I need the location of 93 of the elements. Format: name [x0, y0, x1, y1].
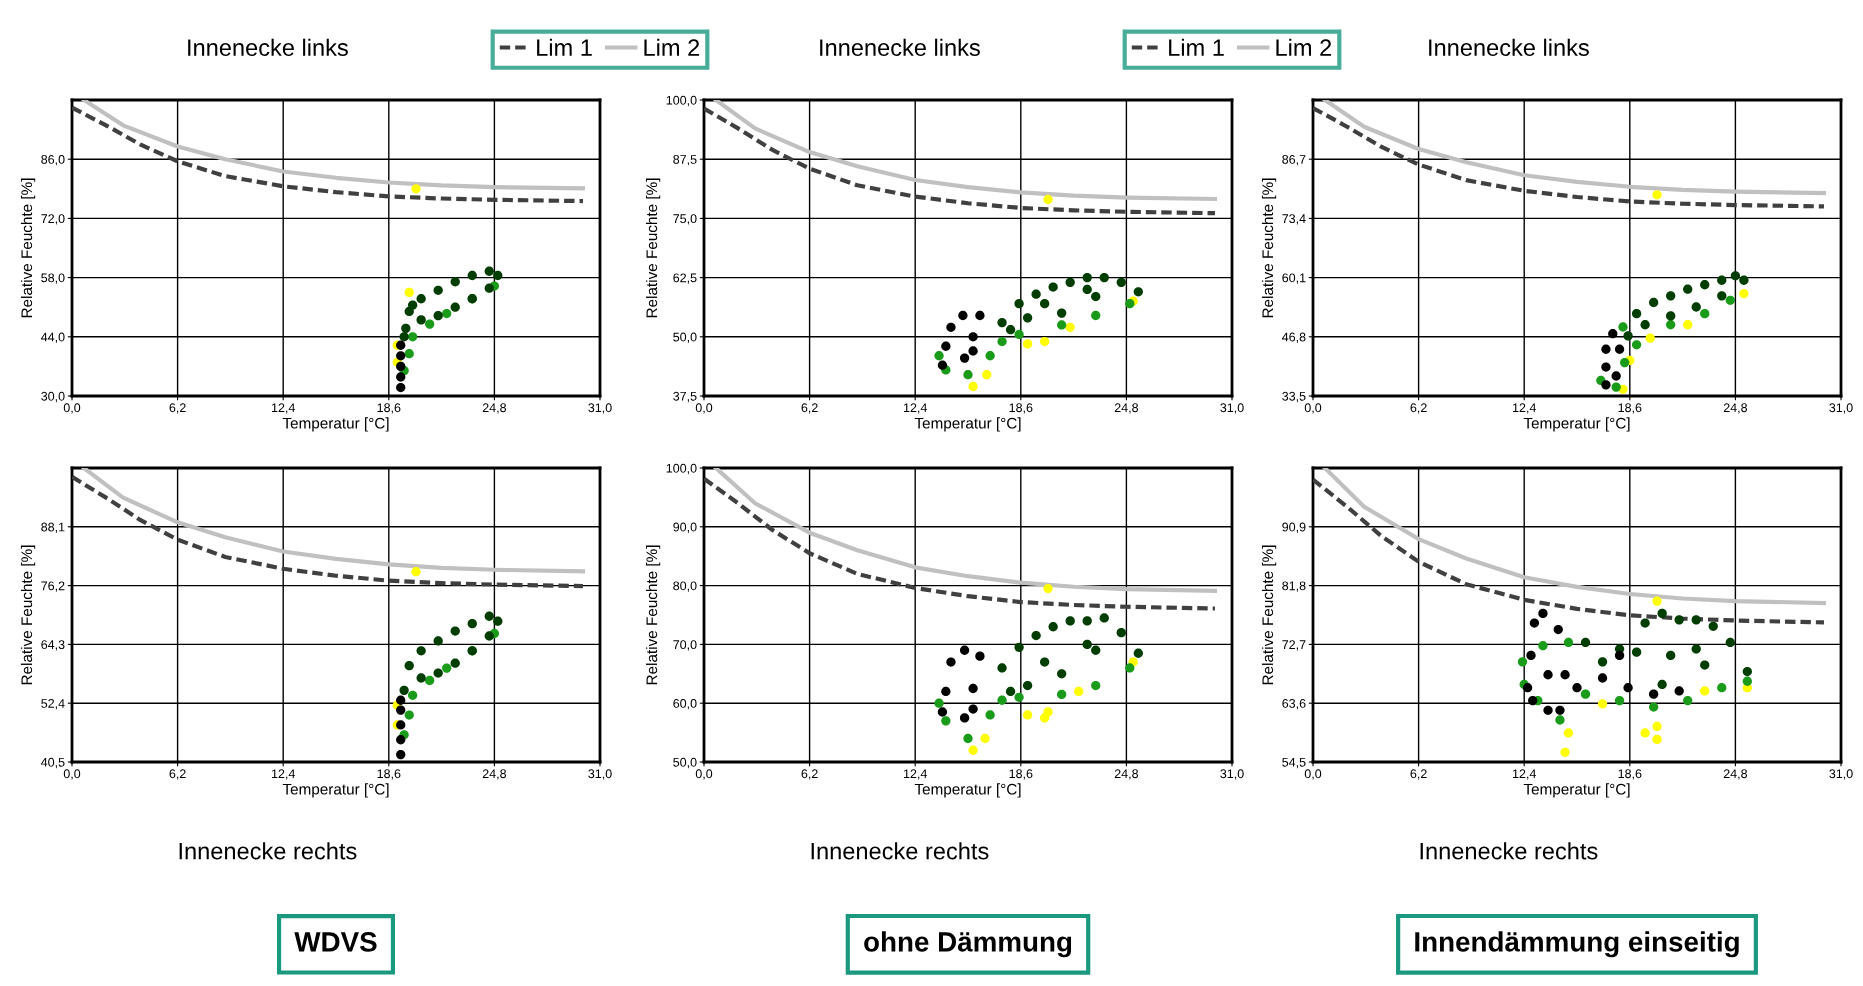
- x-tick-label: 6,2: [1410, 769, 1427, 780]
- y-tick-label: 72,0: [41, 214, 65, 225]
- y-tick-label: 50,0: [673, 757, 697, 769]
- x-axis-title: Temperatur [°C]: [1523, 783, 1630, 798]
- text: Innenecke rechts: [179, 842, 357, 860]
- legend-label: Lim 1: [537, 38, 592, 56]
- legend-label: Lim 2: [644, 38, 700, 56]
- chart-title: Innenecke links: [820, 38, 980, 57]
- text: Innenecke rechts: [1420, 842, 1598, 860]
- y-axis-title: Relative Feuchte [%]: [20, 545, 36, 685]
- y-tick-label: 100,0: [666, 463, 697, 475]
- y-axis-title: Relative Feuchte [%]: [1261, 178, 1277, 318]
- x-tick-label: 24,8: [1723, 403, 1748, 414]
- x-tick-label: 12,4: [271, 769, 295, 780]
- x-tick-label: 18,6: [1618, 769, 1642, 780]
- x-tick-label: 12,4: [903, 769, 927, 780]
- x-tick-label: 24,8: [482, 403, 507, 414]
- y-tick-label: 88,1: [41, 522, 65, 533]
- x-axis-title: Temperatur [°C]: [914, 417, 1021, 432]
- x-tick-label: 18,6: [1009, 403, 1033, 414]
- y-tick-label: 58,0: [41, 273, 65, 284]
- legend-label: Lim 1: [1169, 38, 1224, 56]
- x-tick-label: 6,2: [801, 769, 818, 780]
- y-tick-label: 62,5: [673, 273, 697, 284]
- y-tick-label: 75,0: [673, 214, 697, 225]
- y-axis-title: Relative Feuchte [%]: [1261, 545, 1277, 685]
- x-tick-label: 0,0: [1304, 769, 1322, 780]
- y-tick-label: 87,5: [673, 155, 697, 166]
- x-tick-label: 18,6: [377, 403, 401, 414]
- y-tick-label: 86,7: [1282, 155, 1306, 166]
- y-tick-label: 33,5: [1282, 391, 1306, 403]
- x-tick-label: 6,2: [169, 403, 186, 414]
- y-tick-label: 44,0: [41, 332, 65, 343]
- x-tick-label: 12,4: [1512, 403, 1536, 414]
- y-tick-label: 73,4: [1282, 214, 1306, 225]
- y-tick-label: 46,8: [1282, 332, 1306, 343]
- x-tick-label: 6,2: [169, 769, 186, 780]
- x-tick-label: 0,0: [63, 403, 81, 414]
- y-tick-label: 60,1: [1282, 273, 1306, 284]
- x-tick-label: 12,4: [271, 403, 295, 414]
- text: WDVS: [294, 932, 377, 952]
- x-tick-label: 31,0: [1829, 769, 1853, 780]
- y-tick-label: 30,0: [41, 391, 65, 403]
- x-tick-label: 31,0: [1829, 403, 1853, 414]
- y-tick-label: 90,9: [1282, 522, 1306, 533]
- y-tick-label: 40,5: [41, 757, 65, 769]
- y-tick-label: 63,6: [1282, 699, 1306, 710]
- y-tick-label: 64,3: [41, 640, 65, 651]
- x-tick-label: 24,8: [1114, 769, 1139, 780]
- y-tick-label: 76,2: [41, 581, 65, 592]
- x-tick-label: 31,0: [588, 403, 612, 414]
- y-tick-label: 52,4: [41, 699, 65, 710]
- x-tick-label: 31,0: [1220, 769, 1244, 780]
- x-tick-label: 18,6: [1009, 769, 1033, 780]
- y-tick-label: 72,7: [1282, 640, 1306, 651]
- x-tick-label: 0,0: [1304, 403, 1322, 414]
- x-tick-label: 24,8: [1114, 403, 1139, 414]
- text: Innendämmung einseitig: [1415, 931, 1739, 958]
- y-tick-label: 54,5: [1282, 757, 1306, 769]
- x-tick-label: 12,4: [903, 403, 927, 414]
- x-tick-label: 31,0: [1220, 403, 1244, 414]
- x-axis-title: Temperatur [°C]: [282, 417, 389, 432]
- x-tick-label: 6,2: [1410, 403, 1427, 414]
- x-tick-label: 31,0: [588, 769, 612, 780]
- x-tick-label: 24,8: [482, 769, 507, 780]
- x-tick-label: 18,6: [1618, 403, 1642, 414]
- legend-label: Lim 2: [1276, 38, 1332, 56]
- text: Innenecke rechts: [811, 842, 989, 860]
- x-tick-label: 24,8: [1723, 769, 1748, 780]
- y-tick-label: 60,0: [673, 699, 697, 710]
- y-tick-label: 37,5: [673, 391, 697, 403]
- x-tick-label: 0,0: [695, 403, 713, 414]
- y-tick-label: 50,0: [673, 332, 697, 343]
- y-axis-title: Relative Feuchte [%]: [645, 545, 661, 685]
- y-tick-label: 80,0: [673, 581, 697, 592]
- x-tick-label: 18,6: [377, 769, 401, 780]
- chart-title: Innenecke links: [188, 38, 348, 57]
- chart-title: Innenecke links: [1429, 38, 1589, 57]
- x-tick-label: 6,2: [801, 403, 818, 414]
- text: ohne Dämmung: [864, 931, 1072, 958]
- y-tick-label: 70,0: [673, 640, 697, 651]
- x-axis-title: Temperatur [°C]: [1523, 417, 1630, 432]
- x-axis-title: Temperatur [°C]: [282, 783, 389, 798]
- x-tick-label: 12,4: [1512, 769, 1536, 780]
- y-axis-title: Relative Feuchte [%]: [645, 178, 661, 318]
- x-tick-label: 0,0: [63, 769, 81, 780]
- y-tick-label: 100,0: [666, 95, 697, 107]
- y-tick-label: 81,8: [1282, 581, 1306, 592]
- x-axis-title: Temperatur [°C]: [914, 783, 1021, 798]
- x-tick-label: 0,0: [695, 769, 713, 780]
- y-axis-title: Relative Feuchte [%]: [20, 178, 36, 318]
- y-tick-label: 86,0: [41, 155, 65, 166]
- y-tick-label: 90,0: [673, 522, 697, 533]
